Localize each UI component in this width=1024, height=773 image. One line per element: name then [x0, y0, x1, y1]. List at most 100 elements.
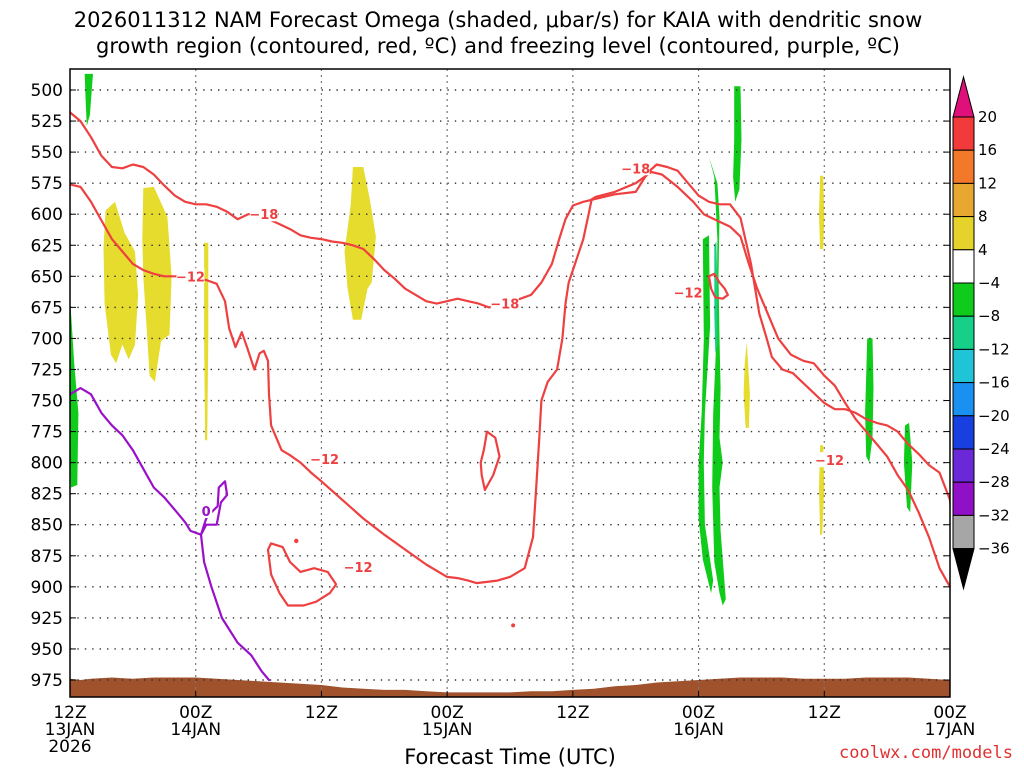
colorbar-label: −36 — [978, 540, 1010, 558]
colorbar-band — [952, 514, 975, 550]
x-tick-label: 2026 — [48, 737, 91, 757]
colorbar-band — [952, 182, 975, 218]
omega-shade-yellow-4 — [344, 167, 376, 320]
plot-background — [70, 69, 950, 697]
x-tick-label: 00Z — [179, 703, 212, 723]
colorbar-label: 12 — [978, 174, 997, 192]
contour-dendritic-minus12-inner — [479, 430, 501, 492]
colorbar-band — [952, 448, 975, 483]
colorbar-band — [952, 415, 975, 450]
y-tick-label: 900 — [31, 578, 63, 598]
plot-inner: −18 −12 −18 −18 −12 −12 −12 −12 0 — [70, 69, 950, 697]
plot-frame — [69, 68, 951, 698]
x-tick-label: 00Z — [682, 703, 715, 723]
y-tick-label: 675 — [31, 298, 63, 318]
contour-dot — [511, 623, 516, 628]
x-tick-label: 16JAN — [673, 720, 724, 740]
omega-shade-green-neg4 — [733, 86, 742, 202]
x-tick-label: 17JAN — [925, 720, 976, 740]
contour-dendritic-minus12 — [70, 170, 653, 585]
x-tick-label: 00Z — [933, 703, 966, 723]
omega-shade-yellow-4 — [142, 186, 172, 382]
colorbar-band — [952, 382, 975, 417]
contour-label: −12 — [815, 454, 844, 469]
contour-dendritic-minus18 — [70, 111, 669, 309]
contour-label: −18 — [249, 208, 278, 223]
colorbar-band — [952, 348, 975, 384]
x-tick-label: 12Z — [305, 703, 338, 723]
y-tick-label: 775 — [31, 423, 63, 443]
x-tick-label: 14JAN — [170, 720, 221, 740]
y-tick-label: 525 — [31, 112, 63, 132]
contour-freezing-level-0 — [70, 387, 271, 682]
omega-shade-yellow-4 — [819, 175, 825, 249]
x-tick-label: 12Z — [53, 703, 86, 723]
colorbar-band — [952, 481, 975, 516]
colorbar-band — [952, 149, 975, 184]
y-tick-label: 850 — [31, 516, 63, 536]
contour-label: −12 — [344, 561, 373, 576]
terrain-fill — [70, 677, 950, 697]
contour-label-bg — [200, 503, 213, 519]
colorbar-label: −4 — [978, 274, 1000, 292]
colorbar-label: −12 — [978, 340, 1010, 358]
colorbar-band — [952, 282, 975, 317]
omega-shade-yellow-4 — [103, 201, 139, 364]
contour-label-bg — [249, 206, 278, 222]
contour-label-bg — [815, 452, 844, 468]
contour-label: 0 — [202, 505, 211, 520]
y-tick-label: 725 — [31, 360, 63, 380]
x-tick-label: 15JAN — [422, 720, 473, 740]
y-tick-label: 925 — [31, 609, 63, 629]
contour-label-bg — [674, 284, 703, 300]
x-tick-label: 12Z — [808, 703, 841, 723]
y-tick-label: 950 — [31, 640, 63, 660]
colorbar-label: 4 — [978, 241, 988, 259]
colorbar-band — [952, 216, 975, 251]
chart-title: 2026011312 NAM Forecast Omega (shaded, μ… — [74, 8, 923, 32]
x-tick-label: 00Z — [431, 703, 464, 723]
contour-label-bg — [490, 295, 519, 311]
y-tick-label: 650 — [31, 267, 63, 287]
colorbar-label: −16 — [978, 374, 1010, 392]
contour-label: −12 — [310, 453, 339, 468]
colorbar-label: 16 — [978, 141, 997, 159]
y-tick-label: 575 — [31, 174, 63, 194]
contour-dot — [294, 538, 299, 544]
contour-label-bg — [310, 450, 339, 466]
omega-shade-green-neg4 — [84, 73, 93, 126]
omega-shade-yellow-4 — [819, 445, 825, 535]
x-axis-label: Forecast Time (UTC) — [404, 745, 616, 768]
contour-label-bg — [176, 268, 205, 284]
contour-label: −18 — [490, 298, 519, 313]
contour-label: −12 — [176, 270, 205, 285]
contour-label: −18 — [621, 162, 650, 177]
y-tick-label: 875 — [31, 547, 63, 567]
omega-shade-yellow-4 — [743, 342, 750, 428]
chart-subtitle: growth region (contoured, red, ºC) and f… — [96, 34, 900, 58]
contour-dendritic-minus12-inner — [266, 542, 338, 607]
omega-shade-green-neg4 — [709, 157, 726, 606]
contour-dendritic-minus12-inner — [707, 272, 729, 300]
contour-label-bg — [621, 160, 650, 176]
plot-area: −18 −12 −18 −18 −12 −12 −12 −12 0 500 525 550 575 600… — [31, 68, 1010, 757]
colorbar-label: 8 — [978, 208, 988, 226]
colorbar-band — [952, 315, 975, 350]
omega-shade-green-neg4 — [698, 235, 714, 594]
y-tick-label: 825 — [31, 485, 63, 505]
colorbar-label: −8 — [978, 307, 1000, 325]
colorbar-label: −32 — [978, 506, 1010, 524]
contour-label-bg — [344, 558, 373, 574]
colorbar-band — [952, 249, 975, 284]
x-tick-label: 13JAN — [45, 720, 96, 740]
y-tick-label: 500 — [31, 81, 63, 101]
y-tick-label: 750 — [31, 392, 63, 412]
contour-label: −12 — [674, 286, 703, 301]
contour-dendritic-minus12 — [650, 170, 950, 588]
colorbar-bottom-arrow — [952, 548, 975, 591]
omega-shade-yellow-4 — [204, 242, 209, 441]
x-tick-label: 12Z — [556, 703, 589, 723]
contour-dendritic-minus18 — [666, 165, 950, 513]
colorbar-label: −24 — [978, 440, 1010, 458]
